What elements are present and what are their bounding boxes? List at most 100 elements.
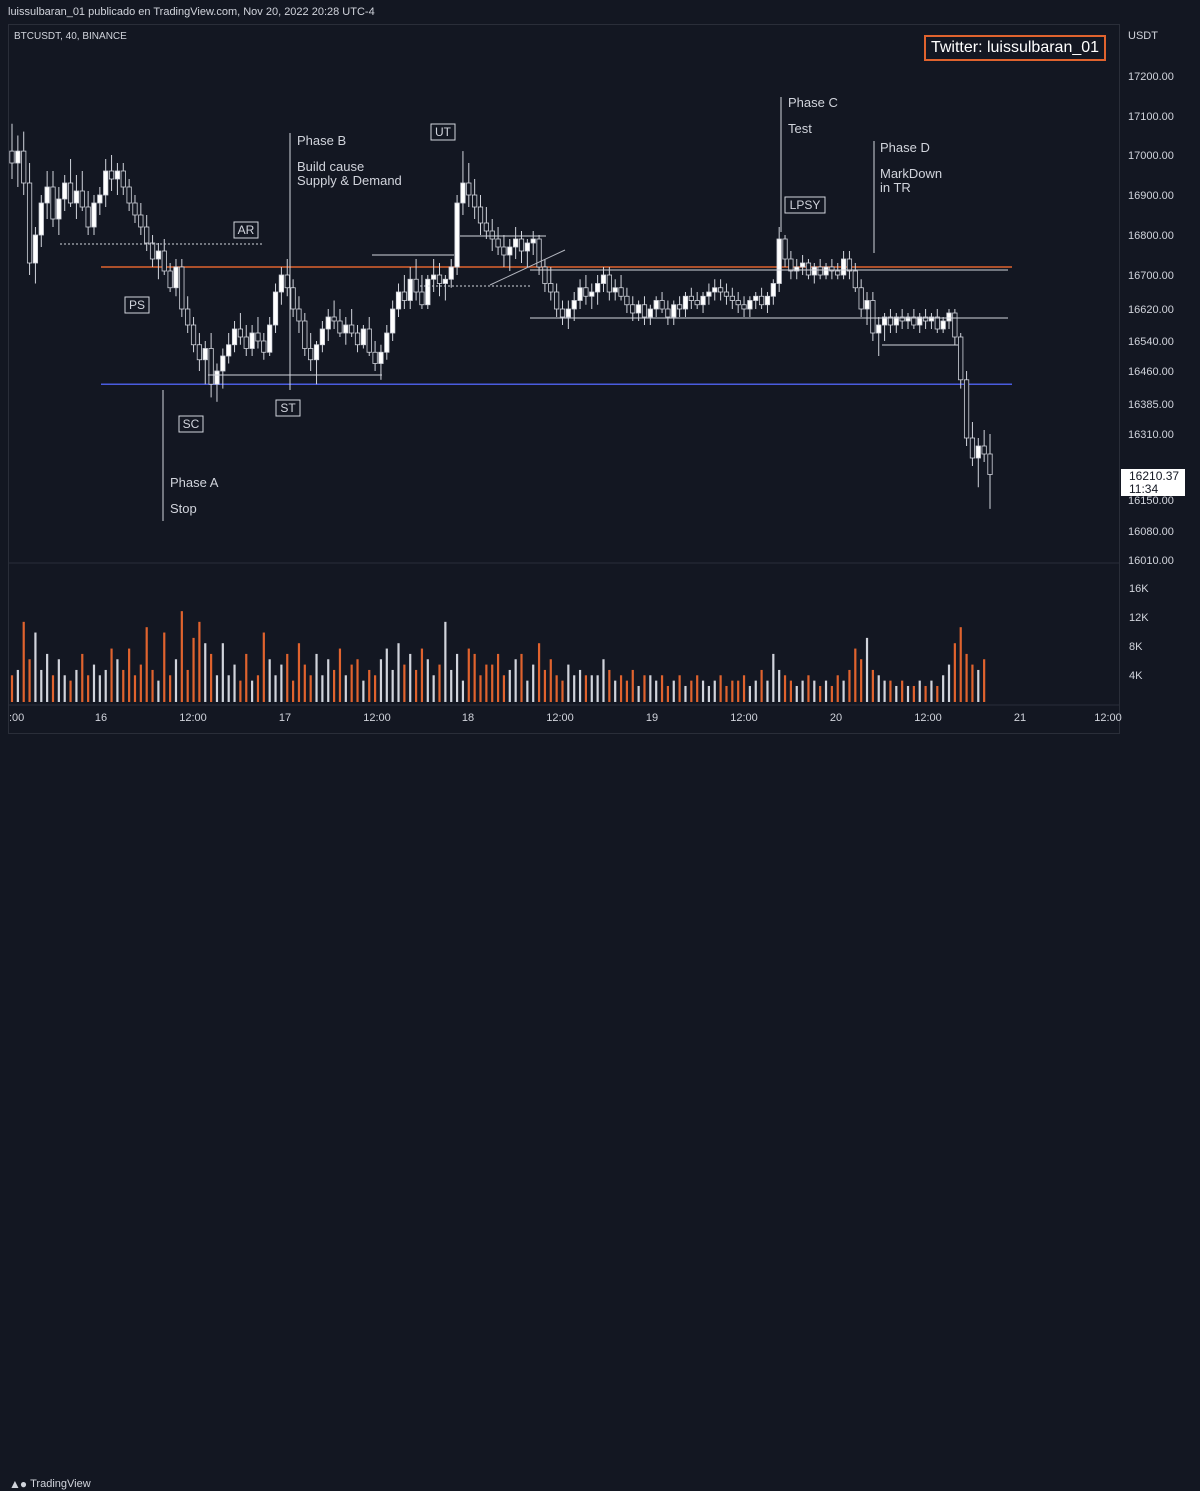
phase-c-sub: Test	[788, 121, 812, 136]
candle-body	[231, 328, 238, 346]
symbol-info[interactable]: BTCUSDT, 40, BINANCE	[14, 31, 127, 42]
volume-bar	[391, 669, 394, 702]
volume-bar	[444, 621, 447, 702]
volume-bar	[947, 664, 951, 702]
candle-body	[243, 336, 249, 349]
candle-body	[413, 278, 419, 293]
volume-bar	[332, 669, 336, 702]
volume-bar	[912, 685, 915, 702]
volume-bar	[742, 675, 746, 702]
candle-body	[741, 304, 747, 310]
volume-bar	[239, 680, 242, 702]
candle-body	[624, 295, 630, 306]
volume-bar	[918, 680, 921, 702]
volume-bar	[122, 669, 125, 702]
volume-bar	[280, 664, 283, 702]
candle-body	[296, 308, 302, 322]
candle-body	[963, 379, 970, 439]
candle-body	[319, 328, 325, 346]
volume-bar	[520, 653, 523, 702]
candle-body	[126, 186, 132, 204]
volume-bar	[965, 653, 968, 702]
time-tick-label: 18	[462, 712, 474, 724]
volume-bar	[614, 680, 617, 702]
candle-body	[700, 295, 706, 306]
time-tick-label: 12:00	[179, 712, 207, 724]
volume-bar	[883, 680, 886, 702]
volume-bar	[491, 664, 494, 702]
price-tick-label: 16620.00	[1128, 304, 1174, 316]
volume-bar	[227, 675, 230, 702]
time-tick-label: 21	[1014, 712, 1026, 724]
volume-bar	[666, 685, 670, 702]
volume-bar	[848, 669, 851, 702]
volume-bar	[51, 675, 55, 702]
phase-d-sub1: MarkDown	[880, 166, 942, 181]
volume-bar	[92, 664, 96, 702]
volume-bar	[549, 659, 552, 702]
candle-body	[390, 308, 396, 334]
volume-bar	[789, 680, 792, 702]
volume-bar	[16, 669, 19, 702]
candle-body	[507, 246, 513, 256]
candle-body	[313, 344, 320, 361]
candle-body	[782, 238, 788, 260]
volume-bar	[901, 680, 904, 702]
candle-body	[79, 190, 85, 208]
volume-tick-label: 12K	[1129, 612, 1149, 624]
time-tick-label: 12:00	[730, 712, 758, 724]
phase-a-sub: Stop	[170, 501, 197, 516]
volume-bar	[373, 675, 377, 702]
candle-body	[858, 287, 864, 310]
candle-body	[185, 308, 191, 326]
volume-bar	[139, 664, 142, 702]
volume-bar	[643, 675, 646, 702]
candle-body	[559, 308, 566, 318]
price-tick-label: 16150.00	[1128, 495, 1174, 507]
candle-body	[706, 291, 712, 297]
volume-bar	[57, 659, 60, 702]
label-lpsy: LPSY	[790, 198, 821, 212]
volume-bar	[713, 680, 716, 702]
candle-body	[641, 304, 648, 318]
candle-body	[132, 202, 138, 216]
tradingview-logo[interactable]: ▲● TradingView	[9, 1477, 91, 1491]
label-sc: SC	[183, 417, 200, 431]
volume-bar	[655, 680, 658, 702]
candle-body	[922, 316, 929, 322]
candle-body	[272, 291, 279, 326]
time-tick-label: 16	[95, 712, 107, 724]
candle-body	[636, 304, 642, 314]
volume-bar	[819, 685, 822, 702]
volume-bar	[977, 669, 980, 702]
candle-body	[952, 312, 958, 338]
time-tick-label: 19	[646, 712, 658, 724]
candle-body	[91, 202, 97, 228]
volume-bar	[467, 648, 470, 702]
candle-body	[513, 238, 519, 248]
volume-bar	[602, 659, 605, 702]
volume-bar	[754, 680, 757, 702]
candle-body	[606, 274, 612, 293]
chart-canvas[interactable]: 17200.00 17100.00 17000.00 16900.00 16800.00…	[0, 0, 1200, 759]
candle-body	[472, 194, 478, 208]
volume-bar	[555, 675, 558, 702]
candle-body	[571, 300, 577, 310]
phase-b-label: Phase B	[297, 133, 346, 148]
volume-bar	[110, 648, 113, 702]
phase-d-label: Phase D	[880, 140, 930, 155]
volume-bar	[608, 669, 611, 702]
candle-body	[401, 291, 407, 301]
candle-body	[981, 445, 987, 455]
volume-bar	[830, 685, 833, 702]
candle-body	[887, 316, 894, 326]
candle-body	[267, 324, 273, 353]
candle-body	[331, 316, 337, 322]
candle-body	[536, 238, 542, 268]
price-tick-label: 16800.00	[1128, 230, 1174, 242]
volume-bar	[596, 675, 599, 702]
volume-bar	[455, 653, 459, 702]
price-tick-label: 16900.00	[1128, 190, 1174, 202]
candle-body	[237, 328, 243, 338]
candle-body	[366, 328, 372, 353]
